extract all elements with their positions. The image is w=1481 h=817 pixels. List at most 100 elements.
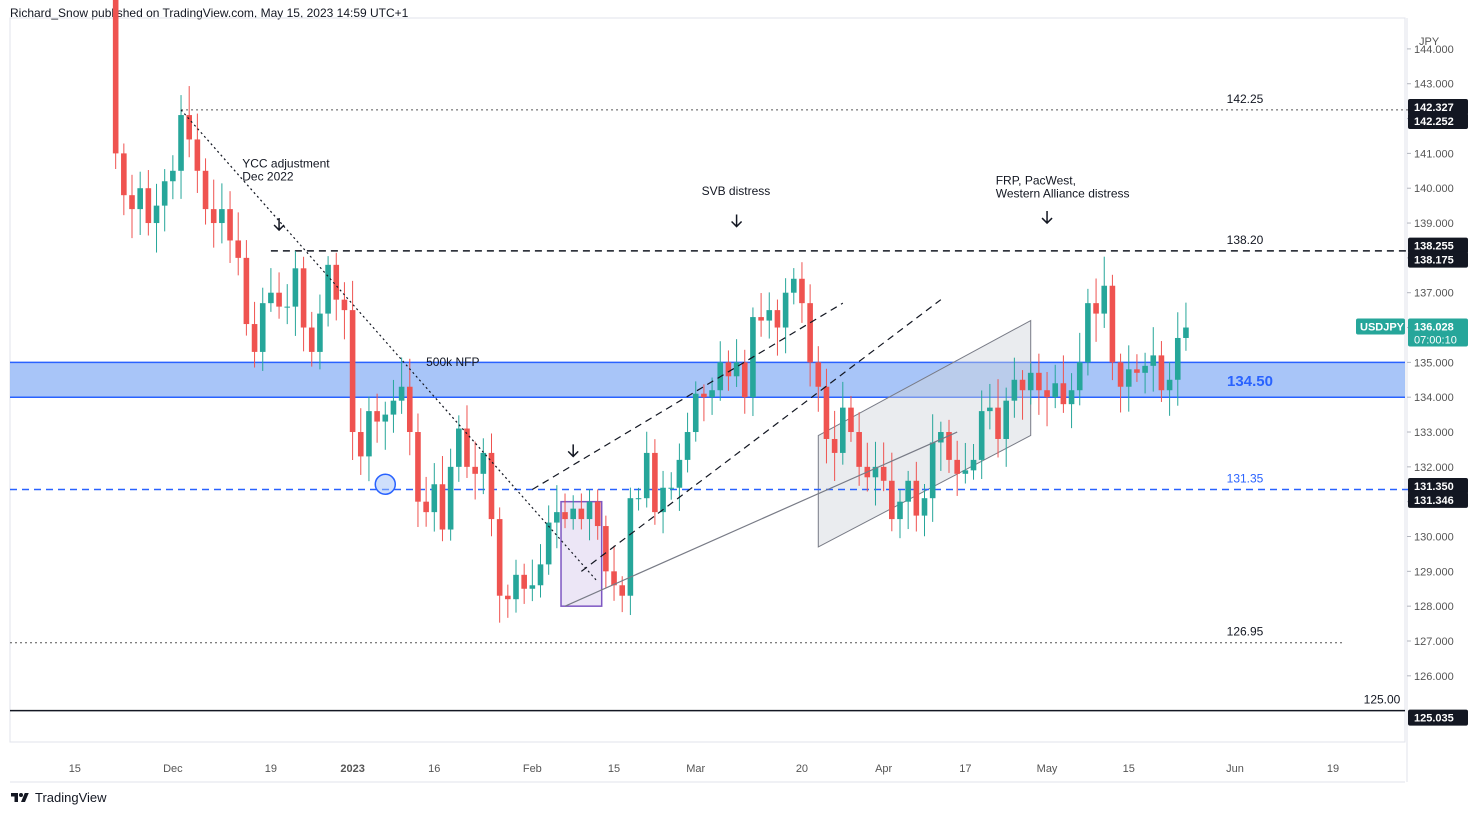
circle-marker (374, 473, 397, 496)
price-tag-label: 131.346 (1414, 495, 1454, 507)
candle-body (1019, 379, 1026, 391)
y-tick-label: 126.000 (1414, 671, 1454, 683)
candle-body (545, 522, 552, 565)
candle-body (921, 498, 928, 516)
candle-body (529, 585, 536, 589)
candle-body (1109, 285, 1116, 363)
candle-body (554, 512, 560, 523)
candle-body (1158, 355, 1165, 391)
candle-body (578, 508, 585, 520)
x-tick-label: Mar (686, 763, 705, 775)
price-tag-label: 142.252 (1414, 116, 1454, 128)
x-tick-label: 15 (608, 763, 620, 775)
candle-body (880, 466, 887, 481)
candle-body (415, 432, 421, 502)
price-tag (1408, 491, 1468, 508)
candle-body (219, 209, 225, 224)
candle-body (946, 432, 952, 460)
candle-body (725, 362, 732, 377)
candle-body (268, 292, 274, 304)
candle-body (652, 452, 658, 513)
candle-body (284, 306, 291, 308)
candle-body (210, 209, 217, 224)
candle-body (1052, 383, 1059, 398)
candle-body (382, 414, 389, 422)
annotation-text: Dec 2022 (242, 169, 294, 183)
candle-body (390, 400, 397, 415)
candle-body (741, 362, 748, 398)
candle-body (406, 386, 413, 433)
candle-body (978, 411, 985, 460)
x-tick-label: 19 (1327, 763, 1339, 775)
chart-grid (9, 17, 1408, 783)
tradingview-footer[interactable]: TradingView (10, 790, 107, 805)
x-tick-label: Feb (523, 763, 542, 775)
candle-body (815, 362, 822, 387)
x-tick-label: Dec (163, 763, 183, 775)
candle-body (513, 574, 519, 600)
candle-body (488, 452, 495, 520)
tradingview-logo-icon (11, 792, 29, 802)
price-tag (1408, 251, 1468, 268)
candle-body (929, 442, 936, 499)
bar-countdown-label: 07:00:10 (1414, 334, 1457, 346)
candle-body (333, 264, 340, 300)
candle-body (782, 292, 789, 328)
candle-body (349, 310, 356, 433)
trend-line (564, 431, 958, 607)
price-tag-label: 138.255 (1414, 241, 1454, 253)
candle-body (831, 438, 838, 453)
candle-body (308, 327, 315, 352)
candle-body (1085, 303, 1091, 363)
candle-body (676, 459, 683, 488)
y-tick-label: 132.000 (1414, 462, 1454, 474)
candle-body (1125, 369, 1132, 387)
trend-line (532, 302, 844, 491)
annotation-text: FRP, PacWest, (996, 174, 1076, 188)
price-tag (1408, 709, 1468, 726)
candle-body (807, 303, 813, 363)
candle-body (357, 432, 364, 457)
level-label: 142.25 (1227, 92, 1264, 106)
candle-body (178, 115, 184, 171)
candle-body (570, 508, 576, 520)
candle-body (848, 407, 854, 433)
candle-body (170, 170, 176, 182)
candle-body (374, 411, 380, 422)
y-tick-label: 128.000 (1414, 601, 1454, 613)
candle-body (251, 324, 258, 352)
candle-body (145, 188, 152, 224)
candle-body (692, 393, 699, 433)
candle-body (840, 407, 846, 453)
candle-body (480, 452, 487, 474)
candle-body (341, 299, 348, 311)
price-tag-label: 125.035 (1414, 713, 1454, 725)
symbol-tag (1356, 318, 1405, 335)
candle-body (1093, 303, 1099, 314)
candle-body (1134, 369, 1140, 373)
candle-body (970, 459, 977, 471)
candlesticks (112, 0, 1189, 623)
candle-body (856, 432, 862, 467)
price-tags: 142.327 142.252 138.255 138.175 131.350 131.3… (1356, 99, 1468, 726)
candle-body (292, 268, 299, 307)
annotation-text: SVB distress (702, 184, 771, 198)
y-tick-label: 135.000 (1414, 357, 1454, 369)
candle-body (1117, 362, 1124, 387)
x-tick-label: May (1037, 763, 1058, 775)
candle-body (423, 501, 429, 513)
axis-currency-label: JPY (1419, 36, 1440, 48)
candle-body (456, 428, 462, 467)
current-price-tag (1408, 318, 1468, 347)
current-price-label: 136.028 (1414, 321, 1454, 333)
candle-body (905, 480, 911, 502)
candle-body (1101, 285, 1108, 314)
zone-label: 134.50 (1227, 373, 1273, 390)
candle-body (202, 170, 209, 210)
candle-body (235, 240, 242, 258)
price-tag (1408, 237, 1468, 254)
candle-body (1044, 390, 1050, 398)
candle-body (317, 313, 323, 352)
level-label: 125.00 (1364, 693, 1401, 707)
